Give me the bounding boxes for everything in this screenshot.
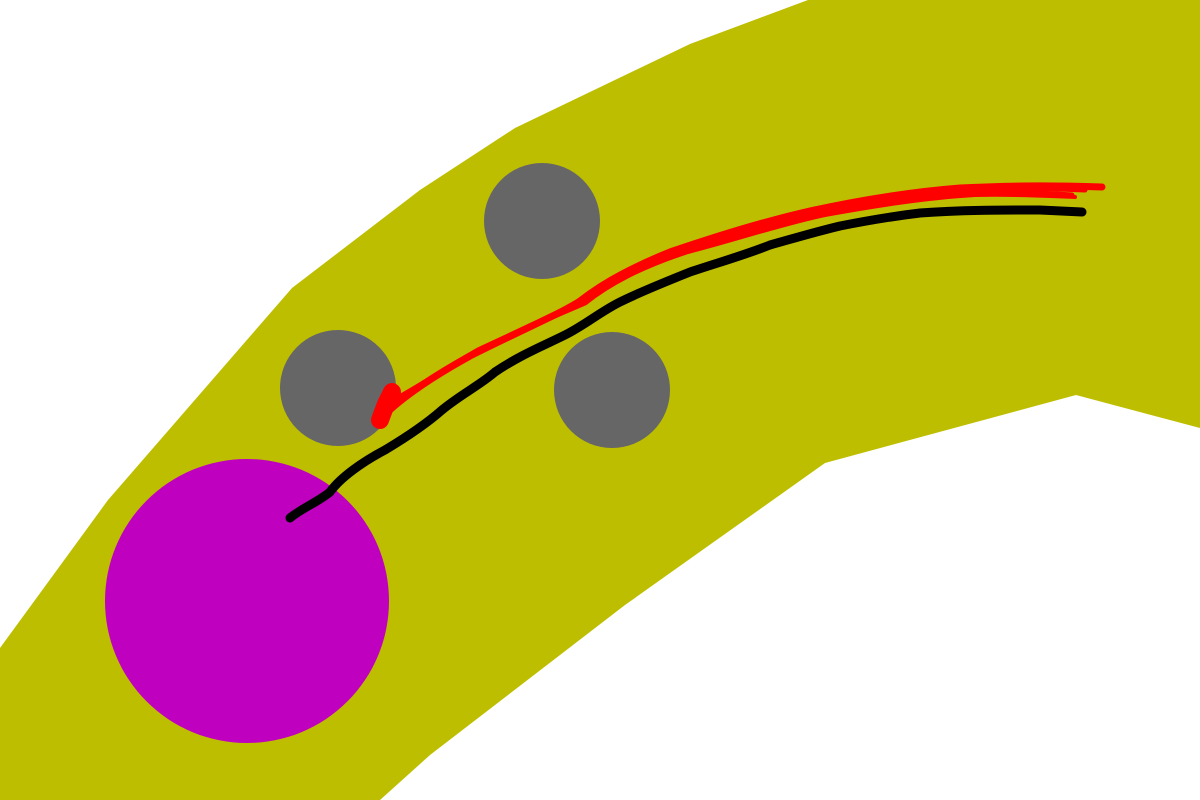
obstacle-circle: [280, 330, 396, 446]
predicted-path: [388, 192, 1077, 404]
predicted-path-bundle: [371, 182, 1106, 429]
predicted-path-start-blob: [371, 383, 401, 429]
obstacle-circle: [554, 332, 670, 448]
goal-circle: [105, 459, 389, 743]
obstacle-circle: [484, 163, 600, 279]
reference-path: [285, 205, 1087, 523]
